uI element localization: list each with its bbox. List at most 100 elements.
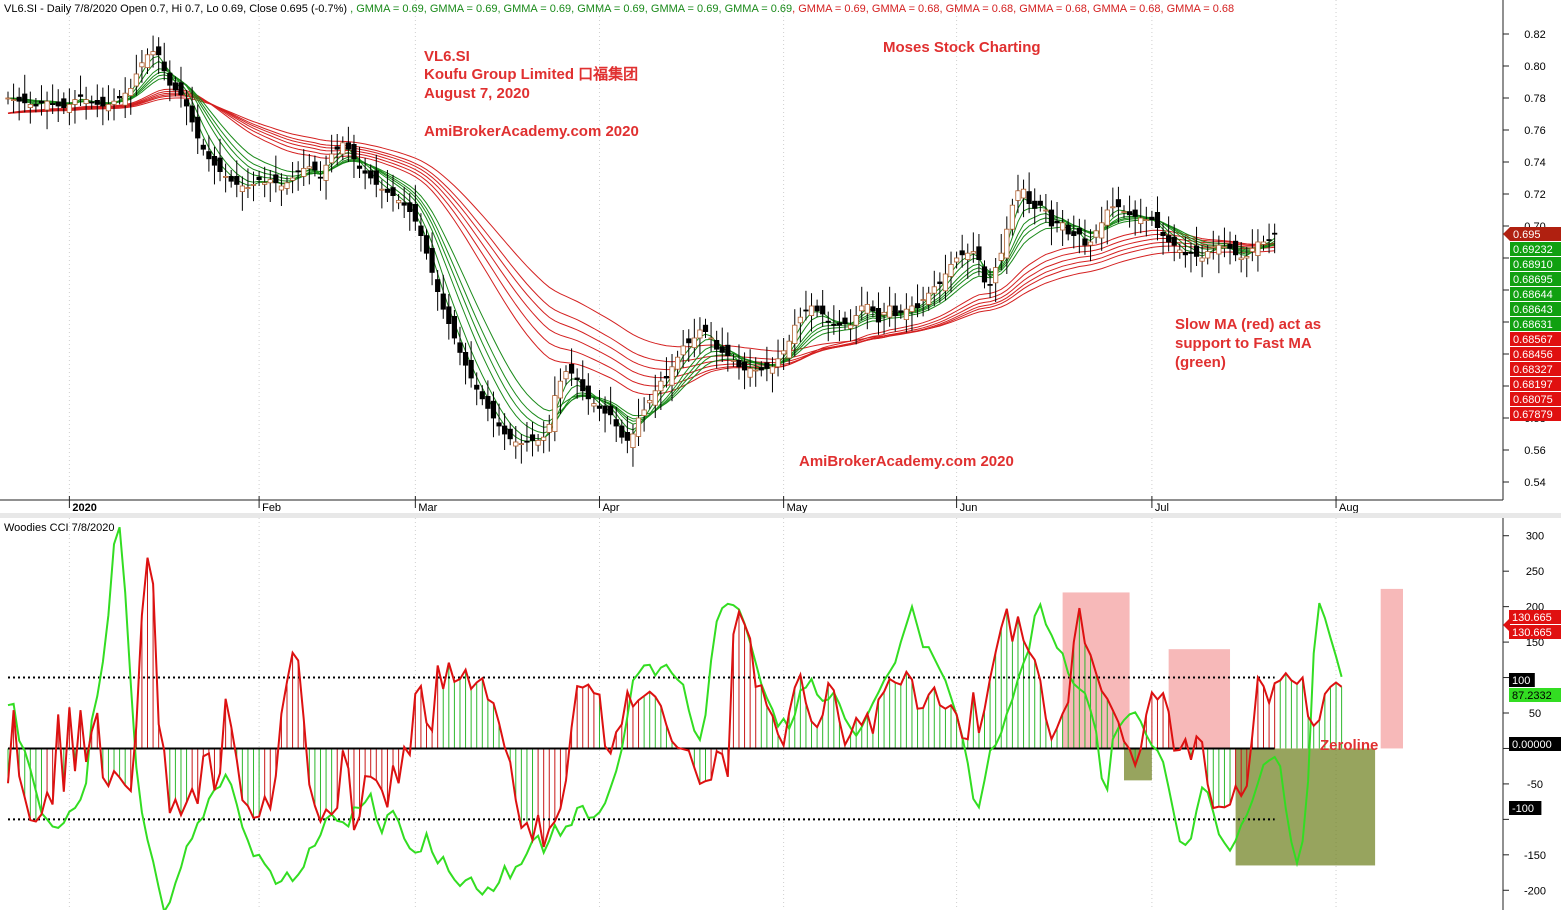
candle-body bbox=[1026, 191, 1032, 205]
candle-body bbox=[914, 303, 921, 309]
candle-body bbox=[820, 305, 826, 315]
price-pane: 0.540.560.580.700.720.740.760.780.800.82… bbox=[0, 0, 1561, 514]
candle-body bbox=[831, 323, 837, 326]
price-y-tick-label: 0.80 bbox=[1524, 61, 1545, 73]
candle-body bbox=[652, 390, 658, 406]
candle-body bbox=[775, 358, 781, 368]
cci-lines bbox=[7, 526, 1343, 910]
candle-body bbox=[691, 337, 697, 349]
price-readout: 0.69232 bbox=[1513, 244, 1553, 256]
candle-body bbox=[937, 281, 943, 285]
cci-y-tick-label: 150 bbox=[1526, 637, 1544, 649]
price-readout: 0.68695 bbox=[1513, 274, 1553, 286]
candle-body bbox=[122, 92, 128, 106]
ticker-annotation: VL6.SI bbox=[424, 48, 470, 65]
price-x-tick-label: Jul bbox=[1155, 502, 1169, 514]
candle-body bbox=[306, 166, 312, 169]
candle-body bbox=[172, 82, 178, 91]
candle-body bbox=[435, 279, 441, 293]
candle-body bbox=[1020, 188, 1027, 199]
candle-body bbox=[1104, 209, 1110, 226]
candle-body bbox=[267, 179, 273, 184]
candle-body bbox=[1076, 227, 1082, 235]
candle-body bbox=[585, 385, 591, 400]
candle-body bbox=[345, 142, 351, 150]
candle-body bbox=[55, 101, 61, 107]
candle-body bbox=[887, 305, 893, 318]
candle-body bbox=[1216, 244, 1222, 255]
candle-body bbox=[362, 170, 368, 174]
candle-body bbox=[875, 307, 882, 323]
cci-title: Woodies CCI 7/8/2020 bbox=[4, 522, 114, 534]
candle-body bbox=[223, 175, 229, 178]
cci-y-tick-label: 300 bbox=[1526, 531, 1544, 543]
candle-body bbox=[1037, 200, 1043, 206]
price-readout: 0.695 bbox=[1513, 229, 1541, 241]
candle-body bbox=[27, 104, 33, 109]
candle-body bbox=[641, 409, 647, 416]
candle-body bbox=[89, 101, 95, 104]
candle-body bbox=[474, 384, 480, 390]
candle-body bbox=[786, 340, 792, 359]
candle-body bbox=[1071, 231, 1077, 237]
candle-body bbox=[976, 246, 982, 261]
candle-body bbox=[697, 329, 703, 339]
candle-body bbox=[769, 366, 776, 374]
candle-body bbox=[987, 283, 993, 286]
candle-body bbox=[881, 311, 887, 316]
note-annotation-line1: Slow MA (red) act as bbox=[1175, 316, 1321, 333]
price-readout: 0.68643 bbox=[1513, 304, 1553, 316]
candle-body bbox=[1149, 216, 1155, 220]
candle-body bbox=[635, 417, 642, 437]
turbo-cci-line bbox=[7, 526, 1343, 910]
candle-body bbox=[842, 317, 848, 324]
slow-ma-line bbox=[7, 97, 1275, 352]
candle-body bbox=[736, 359, 742, 368]
price-readout: 0.68910 bbox=[1513, 259, 1553, 271]
candle-body bbox=[323, 164, 329, 181]
candle-body bbox=[675, 356, 681, 370]
candle-body bbox=[379, 188, 385, 191]
slow-ma-line bbox=[7, 88, 1275, 396]
candle-body bbox=[1087, 241, 1094, 246]
candlesticks bbox=[5, 35, 1278, 467]
candle-body bbox=[1054, 220, 1060, 224]
candle-body bbox=[1154, 211, 1161, 228]
candle-body bbox=[546, 423, 552, 433]
price-y-tick-labels: 0.540.560.580.700.720.740.760.780.800.82 bbox=[1503, 29, 1546, 489]
candle-body bbox=[183, 99, 190, 107]
candle-body bbox=[334, 146, 340, 150]
candle-body bbox=[234, 175, 240, 185]
candle-body bbox=[245, 187, 251, 190]
candle-body bbox=[1015, 190, 1021, 201]
candle-body bbox=[133, 73, 139, 87]
candle-body bbox=[1160, 231, 1166, 236]
candle-body bbox=[1199, 257, 1205, 262]
slow-ma-line bbox=[7, 90, 1275, 387]
candle-body bbox=[390, 187, 396, 197]
candle-body bbox=[541, 436, 547, 441]
candle-body bbox=[563, 371, 569, 380]
price-x-tick-label: Feb bbox=[262, 502, 281, 514]
candle-body bbox=[1182, 251, 1188, 256]
cci-readout: 100 bbox=[1512, 675, 1530, 687]
candle-body bbox=[948, 263, 954, 277]
candle-body bbox=[529, 434, 536, 441]
candle-body bbox=[105, 104, 112, 112]
candle-body bbox=[680, 345, 686, 356]
candle-body bbox=[100, 96, 106, 107]
candle-body bbox=[72, 99, 78, 105]
candle-body bbox=[356, 165, 363, 169]
candle-body bbox=[479, 391, 485, 400]
candle-body bbox=[608, 405, 614, 416]
candle-body bbox=[156, 46, 162, 56]
price-readout: 0.68567 bbox=[1513, 334, 1553, 346]
candle-body bbox=[663, 375, 670, 379]
candle-body bbox=[1221, 246, 1228, 249]
candle-body bbox=[457, 342, 463, 353]
date-annotation: August 7, 2020 bbox=[424, 85, 530, 102]
candle-body bbox=[384, 188, 391, 193]
candle-body bbox=[647, 399, 653, 404]
